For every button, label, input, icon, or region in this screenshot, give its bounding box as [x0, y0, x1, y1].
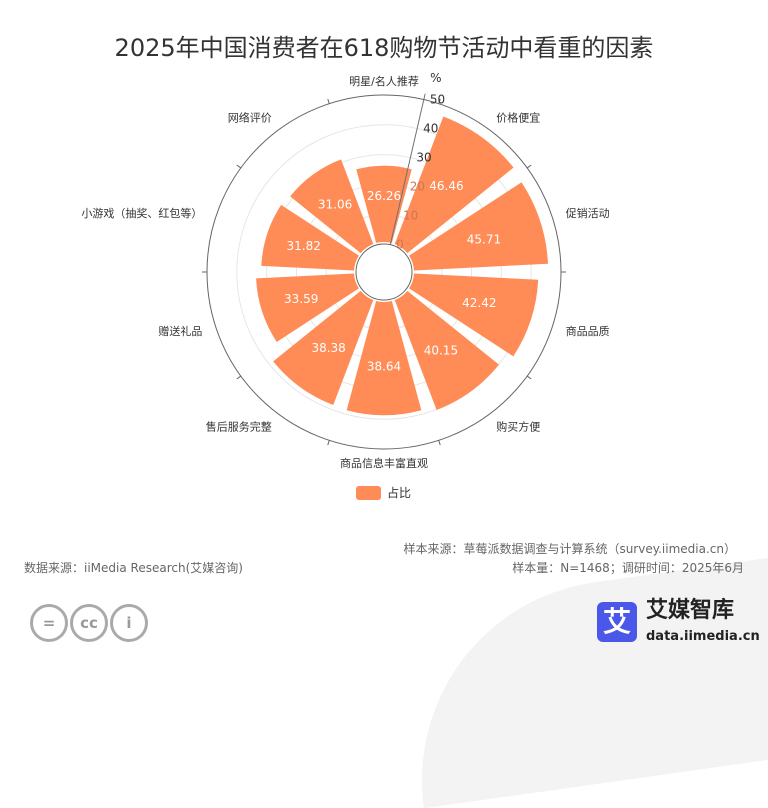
- bar: [273, 290, 374, 406]
- category-label: 促销活动: [566, 206, 610, 220]
- bar: [346, 300, 422, 416]
- bar-value-label: 46.46: [429, 179, 463, 193]
- bar: [394, 116, 514, 254]
- legend-label: 占比: [387, 485, 411, 500]
- radial-tick-label: 50: [430, 93, 445, 107]
- bar: [356, 165, 412, 244]
- bar: [256, 273, 359, 342]
- brand-logo: 艾: [597, 602, 637, 642]
- cc-nd-icon: =: [30, 604, 68, 642]
- category-label: 购买方便: [496, 420, 540, 434]
- cc-icon: cc: [70, 604, 108, 642]
- radial-unit-label: %: [430, 71, 441, 85]
- bar-value-label: 31.06: [318, 198, 352, 212]
- bar: [409, 273, 539, 357]
- category-label: 赠送礼品: [158, 324, 202, 338]
- bar-value-label: 45.71: [467, 233, 501, 247]
- legend-swatch: [356, 486, 381, 500]
- angle-tick: [438, 440, 441, 446]
- angle-tick: [236, 164, 242, 169]
- cc-by-icon: i: [110, 604, 148, 642]
- background-decoration: [396, 551, 768, 808]
- category-label: 价格便宜: [496, 110, 540, 124]
- sample-size: 样本量：N=1468；调研时间：2025年6月: [512, 561, 744, 575]
- angle-tick: [438, 98, 441, 104]
- category-label: 明星/名人推荐: [349, 74, 419, 88]
- radial-tick-label: 20: [410, 180, 425, 194]
- angle-tick: [327, 440, 330, 446]
- bar-value-label: 31.82: [287, 239, 321, 253]
- bar: [394, 290, 499, 410]
- bar-value-label: 38.64: [367, 360, 401, 374]
- radial-tick-label: 30: [416, 151, 431, 165]
- bar-value-label: 42.42: [462, 296, 496, 310]
- category-label: 小游戏（抽奖、红包等）: [81, 206, 202, 220]
- chart-title: 2025年中国消费者在618购物节活动中看重的因素: [114, 34, 654, 62]
- bar-value-label: 40.15: [424, 343, 458, 357]
- outer-circle: [206, 94, 562, 450]
- sample-source: 样本来源：草莓派数据调查与计算系统（survey.iimedia.cn）: [403, 542, 736, 556]
- radial-tick-label: 0: [396, 238, 404, 252]
- category-label: 商品品质: [566, 324, 610, 338]
- category-label: 网络评价: [228, 110, 272, 124]
- category-label: 售后服务完整: [206, 420, 272, 434]
- angle-tick: [236, 375, 242, 380]
- bar-value-label: 33.59: [284, 292, 318, 306]
- grid-circle: [236, 124, 532, 420]
- radial-axis: [389, 93, 426, 245]
- angle-tick: [327, 98, 330, 104]
- polar-bar-chart: 26.26 明星/名人推荐 46.46 价格便宜 45.71 促销活动 42.42 商品品质 4…: [81, 71, 610, 500]
- radial-tick-label: 40: [423, 122, 438, 136]
- brand-url: data.iimedia.cn: [646, 629, 760, 644]
- bar: [290, 159, 374, 254]
- data-source: 数据来源：iiMedia Research(艾媒咨询): [24, 561, 243, 575]
- brand-name: 艾媒智库: [646, 598, 735, 623]
- bar: [261, 204, 359, 271]
- bar-value-label: 38.38: [311, 341, 345, 355]
- category-label: 商品信息丰富直观: [340, 456, 428, 470]
- angle-tick: [526, 164, 532, 169]
- inner-circle: [355, 243, 413, 301]
- radial-tick-label: 10: [403, 209, 418, 223]
- angle-tick: [526, 375, 532, 380]
- bar-value-label: 26.26: [367, 189, 401, 203]
- bar: [409, 182, 549, 271]
